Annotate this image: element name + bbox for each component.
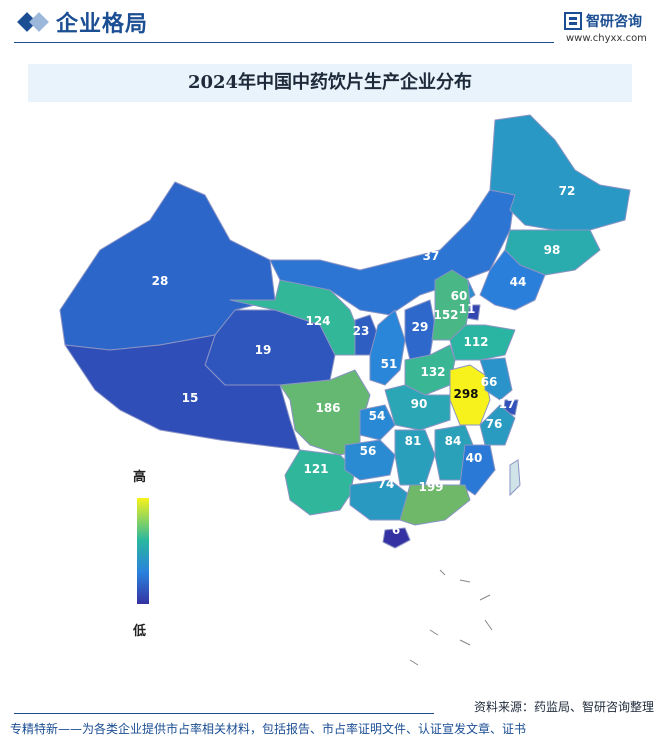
legend-high-label: 高 xyxy=(133,470,147,485)
china-map: 2819151241861212351296011152112132298661… xyxy=(59,114,631,666)
region-guizhou[interactable] xyxy=(344,439,396,481)
value-label: 29 xyxy=(412,320,429,334)
footer-divider xyxy=(14,713,434,714)
value-label: 60 xyxy=(451,289,468,303)
value-label: 199 xyxy=(418,480,443,494)
value-labels: 2819151241861212351296011152112132298661… xyxy=(152,184,576,537)
value-label: 81 xyxy=(405,434,422,448)
footer-tagline: 专精特新——为各类企业提供市占率相关材料，包括报告、市占率证明文件、认证宣发文章… xyxy=(10,722,527,736)
header-diamond-icon-light xyxy=(29,12,49,32)
value-label: 6 xyxy=(392,523,400,537)
region-hubei[interactable] xyxy=(384,384,451,431)
region-hainan[interactable] xyxy=(382,527,411,549)
value-label: 76 xyxy=(486,417,503,431)
chart-title-bar: 2024年中国中药饮片生产企业分布 xyxy=(28,64,632,102)
value-label: 66 xyxy=(481,375,498,389)
value-label: 19 xyxy=(255,343,272,357)
region-shaanxi[interactable] xyxy=(369,309,406,386)
value-label: 37 xyxy=(423,249,440,263)
value-label: 51 xyxy=(381,357,398,371)
south-sea-islands xyxy=(409,569,493,666)
section-title: 企业格局 xyxy=(56,12,149,37)
chart-title: 2024年中国中药饮片生产企业分布 xyxy=(187,72,473,93)
value-label: 121 xyxy=(303,462,328,476)
legend-low-label: 低 xyxy=(133,624,147,639)
region-fujian[interactable] xyxy=(459,444,496,496)
region-zhejiang[interactable] xyxy=(479,404,516,446)
value-label: 17 xyxy=(499,397,516,411)
value-label: 28 xyxy=(152,274,169,288)
legend-color-scale xyxy=(137,498,149,604)
region-anhui[interactable] xyxy=(449,364,491,426)
value-label: 40 xyxy=(466,451,483,465)
header-divider xyxy=(14,42,554,43)
region-taiwan xyxy=(509,459,521,497)
value-label: 124 xyxy=(305,314,330,328)
value-label: 298 xyxy=(453,387,478,401)
value-label: 15 xyxy=(182,391,199,405)
region-jiangsu[interactable] xyxy=(479,357,513,401)
region-guangdong[interactable] xyxy=(399,484,471,526)
region-shandong[interactable] xyxy=(449,324,516,361)
region-chongqing[interactable] xyxy=(359,404,396,441)
value-label: 186 xyxy=(315,401,340,415)
value-label: 90 xyxy=(411,397,428,411)
region-heilongjiang[interactable] xyxy=(489,114,631,231)
value-label: 152 xyxy=(433,308,458,322)
value-label: 98 xyxy=(544,243,561,257)
value-label: 23 xyxy=(353,324,370,338)
value-label: 84 xyxy=(445,434,462,448)
value-label: 74 xyxy=(378,477,395,491)
value-label: 54 xyxy=(369,409,386,423)
page-header: 企业格局 智研咨询 www.chyxx.com xyxy=(0,0,664,46)
value-label: 11 xyxy=(459,302,476,316)
source-note: 资料来源：药监局、智研咨询整理 xyxy=(473,700,654,714)
value-label: 72 xyxy=(559,184,576,198)
region-tibet[interactable] xyxy=(64,334,301,451)
brand-name: 智研咨询 xyxy=(586,14,642,30)
value-label: 112 xyxy=(463,335,488,349)
region-liaoning[interactable] xyxy=(479,249,546,311)
brand-logo-icon xyxy=(564,12,582,30)
value-label: 44 xyxy=(510,275,527,289)
brand-url: www.chyxx.com xyxy=(566,33,647,44)
value-label: 56 xyxy=(360,444,377,458)
value-label: 132 xyxy=(420,365,445,379)
